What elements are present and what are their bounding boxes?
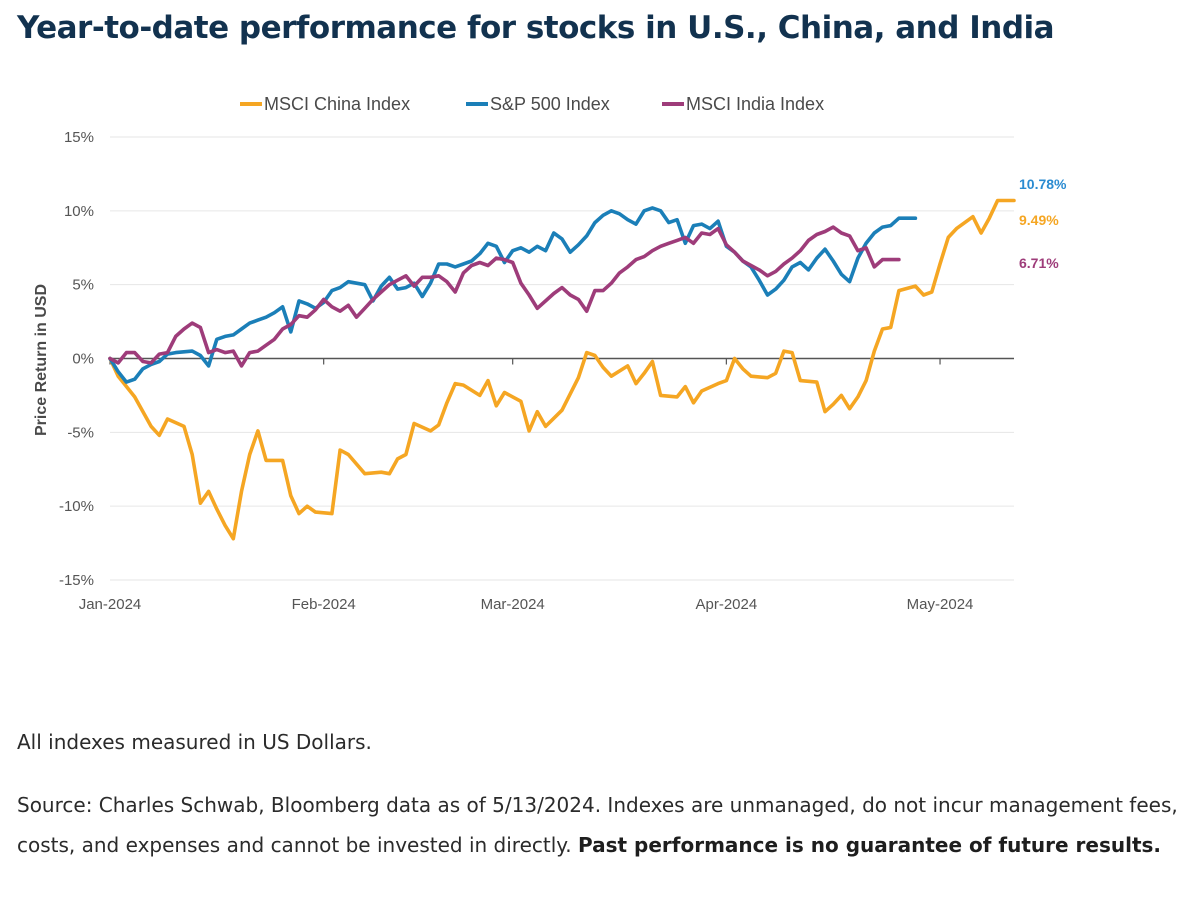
y-tick-label: -15% [59, 572, 94, 589]
line-chart: MSCI China Index S&P 500 Index MSCI India … [33, 94, 1067, 613]
units-note: All indexes measured in US Dollars. [17, 730, 372, 754]
x-tick-label: Apr-2024 [696, 596, 758, 613]
page-title: Year-to-date performance for stocks in U… [17, 10, 1055, 46]
x-axis-ticks: Jan-2024 Feb-2024 Mar-2024 Apr-2024 May-2024 [79, 358, 974, 613]
end-label-china: 9.49% [1019, 212, 1059, 228]
y-tick-label: 15% [64, 129, 94, 146]
y-axis-ticks: 15% 10% 5% 0% -5% -10% -15% [59, 129, 94, 589]
y-axis-label: Price Return in USD [33, 284, 50, 436]
y-tick-label: -5% [67, 424, 94, 441]
y-tick-label: 0% [72, 351, 94, 368]
x-tick-label: Feb-2024 [292, 596, 356, 613]
disclaimer-text: Past performance is no guarantee of futu… [577, 833, 1162, 857]
legend-label: S&P 500 Index [490, 94, 610, 114]
source-note: Source: Charles Schwab, Bloomberg data a… [17, 785, 1195, 865]
chart-series [108, 198, 1016, 541]
series-line-india [108, 225, 901, 368]
x-tick-label: Mar-2024 [481, 596, 545, 613]
legend-label: MSCI India Index [686, 94, 824, 114]
x-tick-label: Jan-2024 [79, 596, 142, 613]
source-text: Source: Charles Schwab, Bloomberg data a… [17, 793, 1178, 857]
x-tick-label: May-2024 [907, 596, 974, 613]
y-tick-label: 5% [72, 277, 94, 294]
y-tick-label: 10% [64, 203, 94, 220]
series-line-sp500 [108, 206, 918, 384]
chart-legend: MSCI China Index S&P 500 Index MSCI India … [240, 94, 824, 114]
legend-label: MSCI China Index [264, 94, 410, 114]
end-label-sp500: 10.78% [1019, 176, 1067, 192]
end-label-india: 6.71% [1019, 255, 1059, 271]
chart-gridlines [110, 136, 1014, 581]
y-tick-label: -10% [59, 498, 94, 515]
series-end-labels: 9.49% 10.78% 6.71% [1019, 176, 1067, 271]
series-line-china [108, 198, 1016, 541]
